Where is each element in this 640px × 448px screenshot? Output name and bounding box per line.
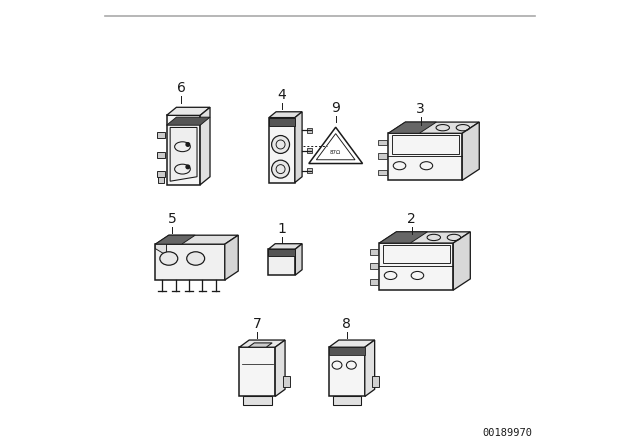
Bar	[369, 263, 378, 268]
Polygon shape	[166, 107, 210, 115]
Polygon shape	[269, 117, 295, 182]
Text: 1: 1	[278, 222, 286, 236]
Bar	[378, 140, 387, 145]
Circle shape	[186, 142, 189, 146]
Circle shape	[271, 160, 289, 178]
Polygon shape	[295, 112, 302, 182]
Text: 8: 8	[342, 317, 351, 331]
Polygon shape	[388, 122, 479, 134]
Polygon shape	[388, 134, 462, 180]
Text: 00189970: 00189970	[483, 428, 532, 438]
Text: 3: 3	[417, 103, 425, 116]
Polygon shape	[296, 244, 302, 275]
Polygon shape	[462, 122, 479, 180]
Polygon shape	[329, 347, 365, 355]
Polygon shape	[156, 235, 238, 244]
Polygon shape	[380, 232, 428, 243]
Polygon shape	[380, 232, 470, 243]
Polygon shape	[329, 340, 374, 347]
Bar	[283, 376, 289, 387]
Polygon shape	[166, 115, 200, 185]
Polygon shape	[269, 249, 296, 256]
Bar	[378, 169, 387, 175]
Text: 87Ω: 87Ω	[330, 150, 341, 155]
Polygon shape	[275, 340, 285, 396]
Polygon shape	[365, 340, 374, 396]
Bar	[307, 168, 312, 173]
Bar	[157, 171, 164, 177]
Polygon shape	[156, 244, 225, 280]
Bar	[157, 152, 164, 158]
Polygon shape	[156, 244, 166, 255]
Bar	[372, 376, 379, 387]
Polygon shape	[156, 235, 195, 244]
Bar	[378, 153, 387, 159]
Bar	[307, 128, 312, 133]
Polygon shape	[269, 117, 295, 125]
Text: 5: 5	[168, 212, 177, 226]
Polygon shape	[200, 107, 210, 185]
Circle shape	[271, 135, 289, 153]
Bar	[392, 135, 459, 154]
Polygon shape	[269, 249, 296, 275]
Text: 4: 4	[278, 88, 286, 102]
Bar	[333, 396, 361, 405]
Polygon shape	[453, 232, 470, 290]
Polygon shape	[380, 243, 453, 290]
Circle shape	[186, 165, 189, 168]
Polygon shape	[329, 347, 365, 396]
Polygon shape	[269, 244, 302, 249]
Bar	[383, 245, 450, 263]
Text: 2: 2	[408, 212, 416, 226]
Ellipse shape	[160, 252, 178, 265]
Bar	[369, 249, 378, 255]
Bar	[369, 280, 378, 285]
Bar	[157, 133, 164, 138]
Polygon shape	[239, 347, 275, 396]
Polygon shape	[166, 117, 210, 125]
Bar	[307, 148, 312, 153]
Polygon shape	[269, 112, 302, 117]
Polygon shape	[388, 122, 436, 134]
Polygon shape	[225, 235, 238, 280]
Polygon shape	[239, 340, 285, 347]
Text: 9: 9	[332, 101, 340, 115]
Text: 6: 6	[177, 81, 186, 95]
Polygon shape	[170, 127, 197, 181]
Bar	[157, 177, 164, 182]
Text: 7: 7	[253, 317, 262, 331]
Polygon shape	[248, 343, 272, 347]
Ellipse shape	[187, 252, 205, 265]
Bar	[243, 396, 271, 405]
